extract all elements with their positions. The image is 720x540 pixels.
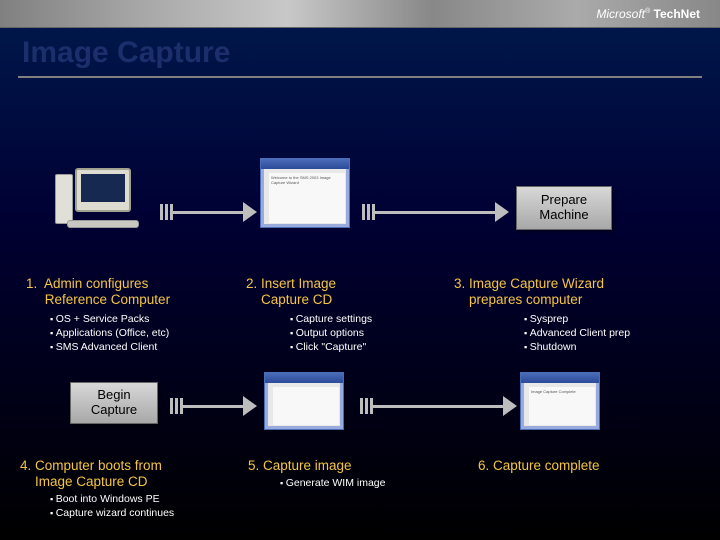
step1-title: 1. Admin configures Reference Computer <box>26 276 170 308</box>
bullet: OS + Service Packs <box>50 312 169 326</box>
step5-title: 5. Capture image <box>248 458 352 474</box>
arrow-4-5 <box>170 396 257 416</box>
header-band: Microsoft® TechNet <box>0 0 720 28</box>
title-rule <box>18 76 702 78</box>
bullet: Shutdown <box>524 340 630 354</box>
step5-bullets: Generate WIM image <box>280 476 386 490</box>
content-area: Welcome to the SMS 2003 Image Capture Wi… <box>0 80 720 540</box>
bullet: Click "Capture" <box>290 340 372 354</box>
bullet: Capture wizard continues <box>50 506 174 520</box>
arrow-5-6 <box>360 396 517 416</box>
prepare-machine-box: Prepare Machine <box>516 186 612 230</box>
step3-title: 3. Image Capture Wizard prepares compute… <box>454 276 604 308</box>
begin-capture-box: Begin Capture <box>70 382 158 424</box>
logo-main: TechNet <box>654 7 700 21</box>
wizard-dialog-thumb-row1: Welcome to the SMS 2003 Image Capture Wi… <box>260 158 350 228</box>
bullet: Applications (Office, etc) <box>50 326 169 340</box>
technet-logo: Microsoft® TechNet <box>596 7 700 21</box>
step1-bullets: OS + Service Packs Applications (Office,… <box>50 312 169 355</box>
step2-title: 2. Insert Image Capture CD <box>246 276 336 308</box>
bullet: Output options <box>290 326 372 340</box>
bullet: SMS Advanced Client <box>50 340 169 354</box>
step6-title: 6. Capture complete <box>478 458 600 474</box>
page-title: Image Capture <box>22 36 720 70</box>
logo-prefix: Microsoft <box>596 7 645 21</box>
bullet: Boot into Windows PE <box>50 492 174 506</box>
arrow-2-3 <box>362 202 509 222</box>
wizard-dialog-thumb-row2b: Image Capture Complete <box>520 372 600 430</box>
bullet: Generate WIM image <box>280 476 386 490</box>
step4-bullets: Boot into Windows PE Capture wizard cont… <box>50 492 174 520</box>
wizard-dialog-thumb-row2a <box>264 372 344 430</box>
step3-bullets: Sysprep Advanced Client prep Shutdown <box>524 312 630 355</box>
bullet: Capture settings <box>290 312 372 326</box>
arrow-1-2 <box>160 202 257 222</box>
step2-bullets: Capture settings Output options Click "C… <box>290 312 372 355</box>
step4-title: 4. Computer boots from Image Capture CD <box>20 458 162 490</box>
reference-computer-image <box>55 168 145 240</box>
bullet: Sysprep <box>524 312 630 326</box>
bullet: Advanced Client prep <box>524 326 630 340</box>
